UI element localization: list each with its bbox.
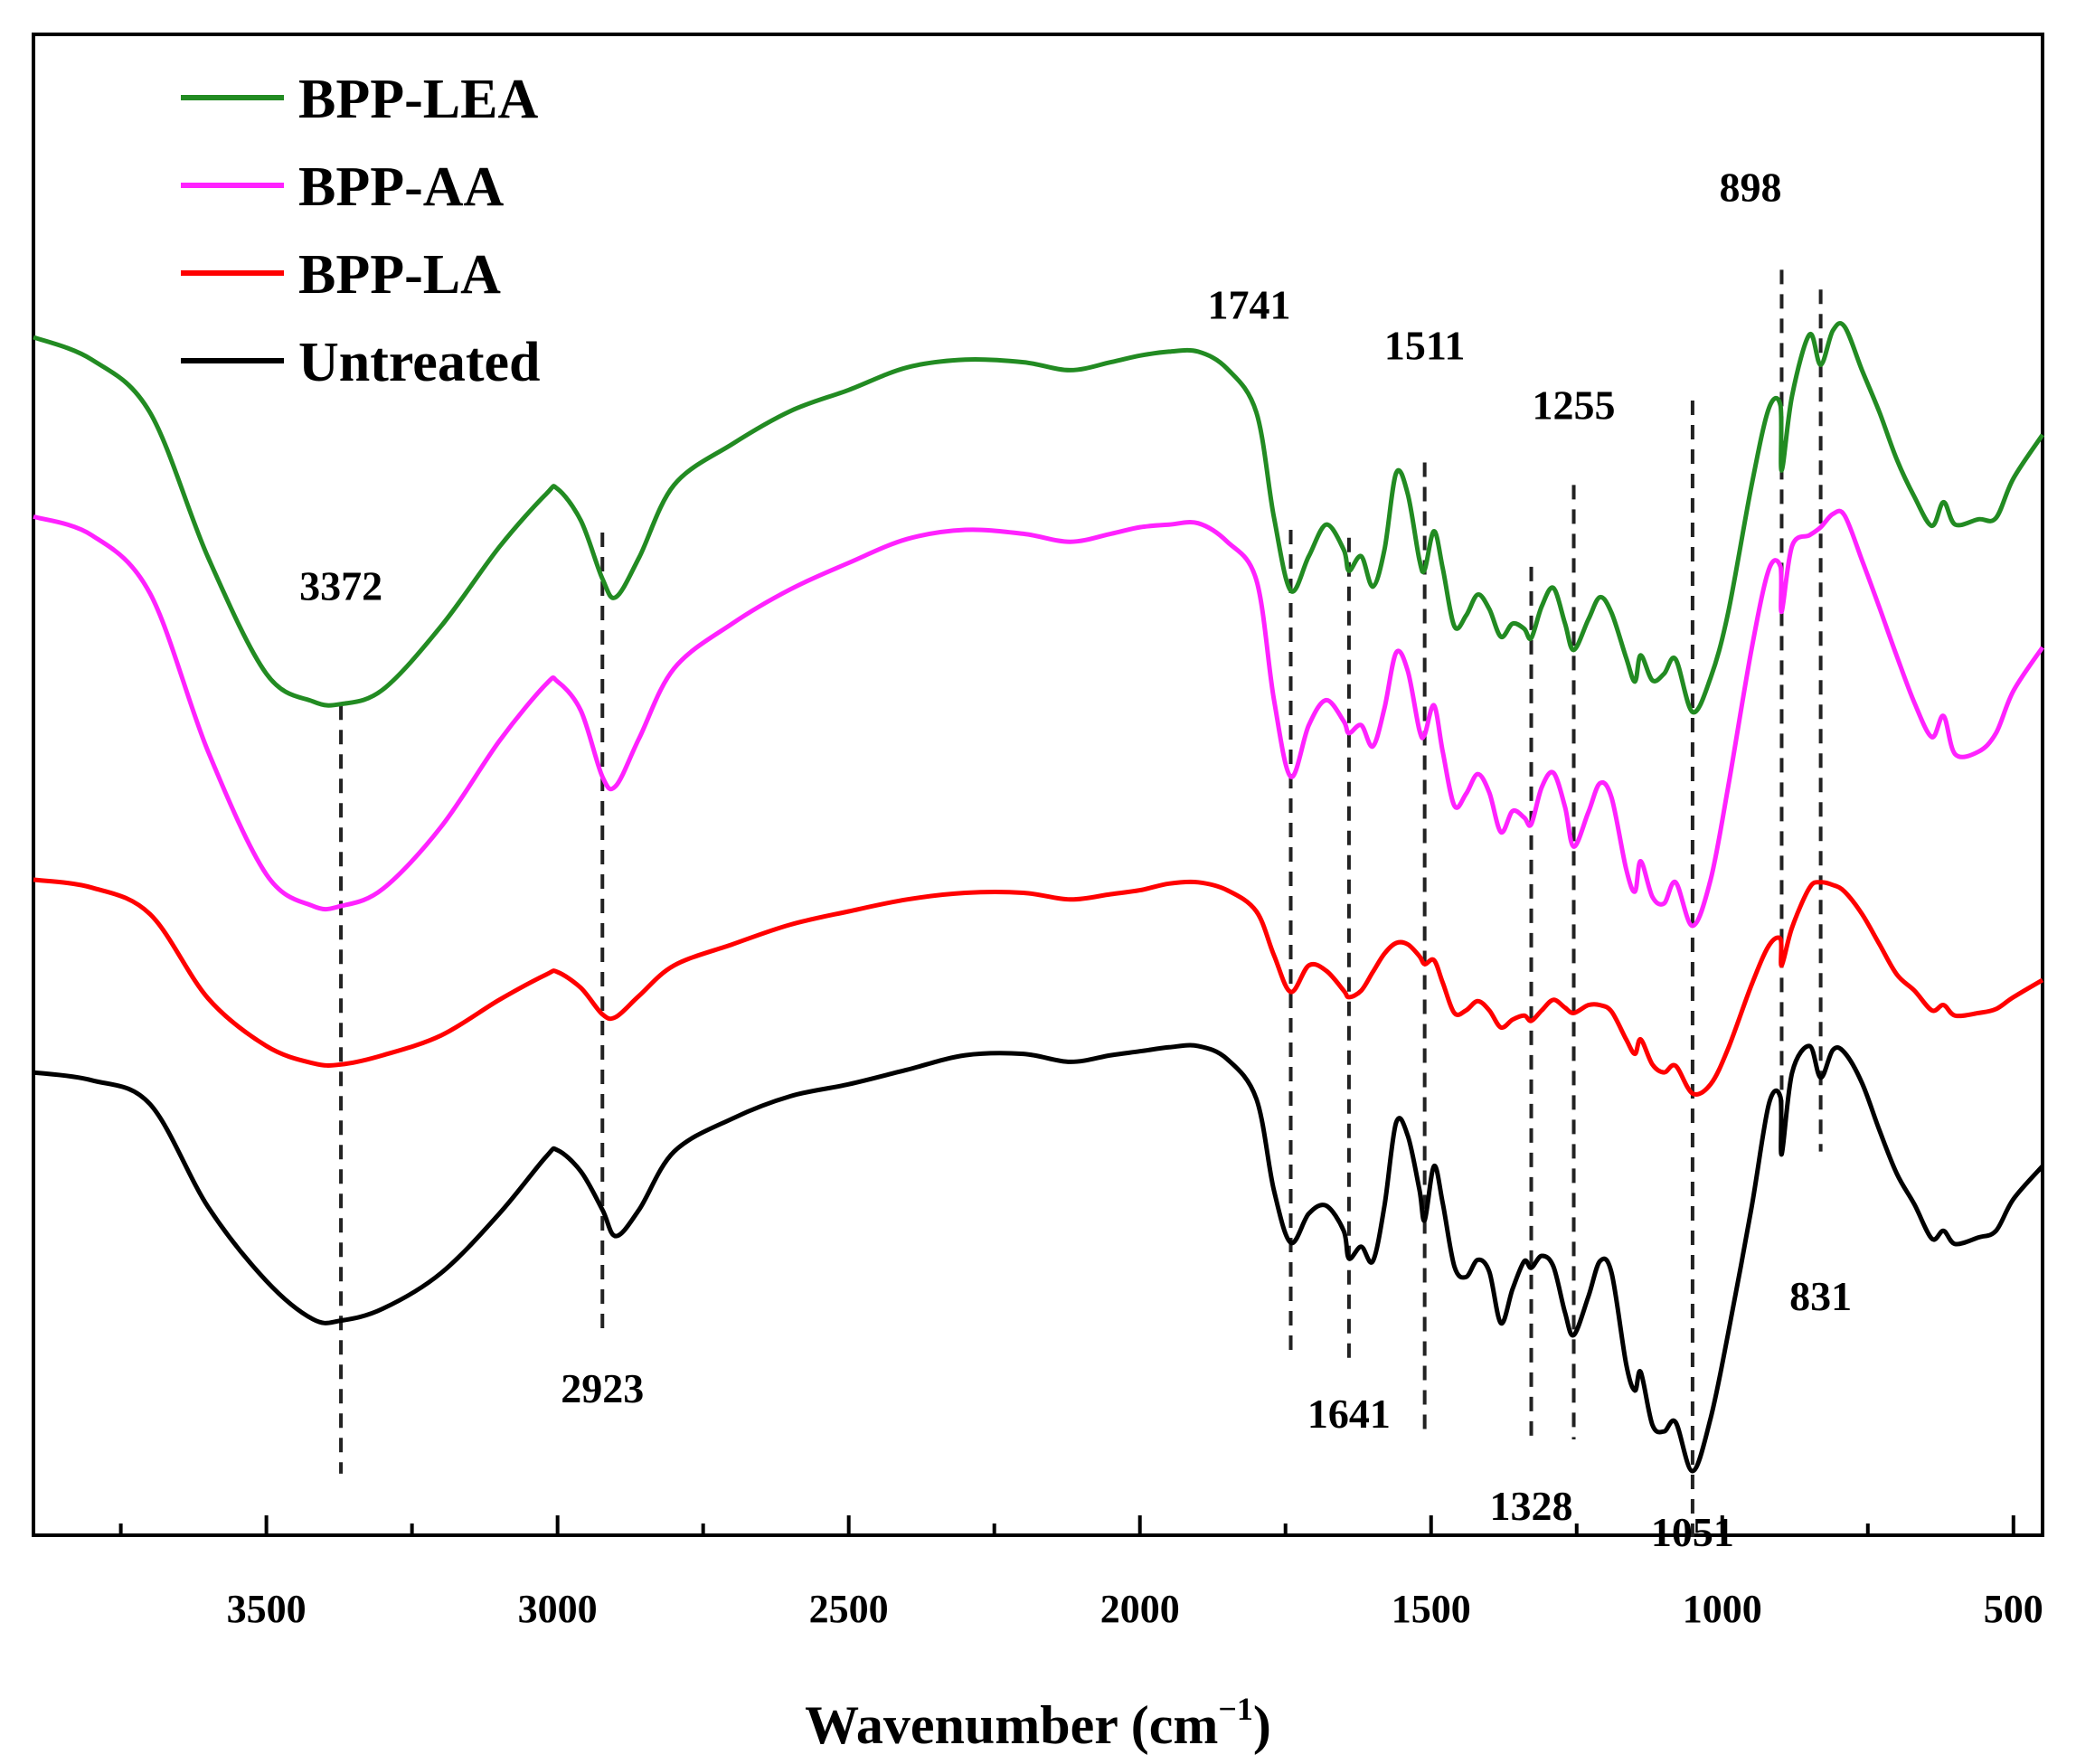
x-axis-title-sup: −1 <box>1218 1691 1253 1727</box>
x-tick-label: 1000 <box>1683 1587 1762 1631</box>
legend: BPP-LEA BPP-AA BPP-LA Untreated <box>181 69 540 393</box>
x-tick-label: 3000 <box>518 1587 598 1631</box>
peak-marker-labels: 3372 2923 1741 1641 1511 1328 1255 1051 898 831 <box>299 164 1852 1555</box>
series-line-bpp-la <box>33 877 2044 1097</box>
legend-label-bpp-lea: BPP-LEA <box>298 69 538 130</box>
peak-marker-label: 3372 <box>299 562 382 608</box>
legend-label-untreated: Untreated <box>298 332 540 393</box>
peak-marker-label: 1255 <box>1533 382 1616 428</box>
spectra-series <box>33 321 2045 1474</box>
x-axis-title: Wavenumber (cm−1) <box>805 1691 1271 1755</box>
x-tick-label: 3500 <box>227 1587 307 1631</box>
plot-frame <box>32 33 2044 1537</box>
peak-marker-label: 2923 <box>561 1365 644 1411</box>
x-tick-label: 2500 <box>809 1587 889 1631</box>
peak-marker-label: 898 <box>1719 164 1781 210</box>
x-axis-tick-labels: 3500 3000 2500 2000 1500 1000 500 <box>227 1587 2043 1631</box>
peak-marker-label: 1511 <box>1384 323 1465 369</box>
series-line-untreated <box>33 1042 2044 1474</box>
peak-marker-lines <box>339 269 1823 1537</box>
x-tick-label: 500 <box>1984 1587 2043 1631</box>
series-line-bpp-aa <box>33 508 2045 929</box>
series-line-bpp-lea <box>33 321 2045 715</box>
x-axis-title-main: Wavenumber (cm <box>805 1695 1218 1755</box>
peak-marker-label: 1328 <box>1490 1483 1573 1529</box>
peak-marker-label: 1051 <box>1651 1509 1734 1555</box>
legend-label-bpp-aa: BPP-AA <box>298 156 505 218</box>
x-tick-label: 1500 <box>1392 1587 1471 1631</box>
x-axis-ticks <box>118 1515 2015 1535</box>
legend-label-bpp-la: BPP-LA <box>298 244 501 306</box>
x-tick-label: 2000 <box>1100 1587 1180 1631</box>
x-axis-title-close: ) <box>1253 1695 1271 1755</box>
peak-marker-label: 1641 <box>1307 1391 1391 1437</box>
peak-marker-label: 831 <box>1789 1273 1852 1319</box>
peak-marker-label: 1741 <box>1208 281 1291 327</box>
